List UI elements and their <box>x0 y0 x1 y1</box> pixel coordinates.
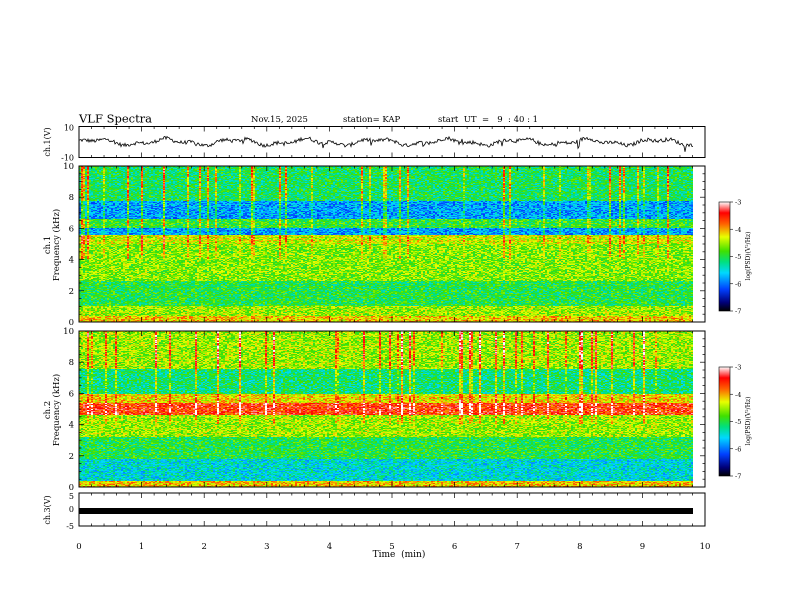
time-tick-label: 9 <box>640 542 645 552</box>
ch1-spectrogram-panel: 0 2 4 6 8 10 ch.1 Frequency (kHz) <box>43 162 706 328</box>
ch1-colorbar-tick-label: -7 <box>735 308 741 316</box>
ch1-spectrogram-image <box>79 166 693 322</box>
ch1-colorbar-tick-label: -3 <box>735 199 741 207</box>
ch2-colorbar-tick-label: -4 <box>735 391 741 399</box>
ch2-colorbar-tick-label: -7 <box>735 473 741 481</box>
ch2-spectrogram-ylabel: ch.2 <box>43 401 53 419</box>
figure-title: VLF Spectra <box>78 112 152 126</box>
ch1-ytick-label: 2 <box>69 287 74 297</box>
ch1-colorbar-tick-label: -4 <box>735 226 741 234</box>
time-tick-label: 10 <box>700 542 711 552</box>
ch2-colorbar-tick-label: -3 <box>735 364 741 372</box>
time-tick-label: 5 <box>389 542 394 552</box>
ch3-waveform-ylabel: ch.3(V) <box>43 495 52 524</box>
ch1-spectrogram-ylabel: ch.1 <box>43 236 53 254</box>
ch1-waveform-ylabel: ch.1(V) <box>43 127 52 156</box>
ch2-colorbar-tick-label: -5 <box>735 418 741 426</box>
ch1-ytick-label: 0 <box>69 318 74 328</box>
time-tick-label: 4 <box>327 542 332 552</box>
time-axis-label: Time (min) <box>373 549 426 560</box>
time-tick-label: 7 <box>514 542 519 552</box>
ch1-waveform-panel: 10 -10 ch.1(V) <box>43 124 706 163</box>
ch3-ytick-minus5: -5 <box>66 522 74 531</box>
station-label: station= KAP <box>343 115 401 125</box>
time-tick-label: 8 <box>577 542 582 552</box>
ch2-ytick-label: 4 <box>69 421 74 431</box>
date-label: Nov.15, 2025 <box>251 115 308 125</box>
ch2-spectrogram-panel: 0 2 4 6 8 10 ch.2 Frequency (kHz) <box>43 327 706 493</box>
ch3-waveform-line <box>79 508 693 514</box>
time-tick-label: 2 <box>201 542 206 552</box>
ch1-ytick-label: 6 <box>69 224 74 234</box>
ch1-ytick-top: 10 <box>64 124 74 133</box>
time-tick-labels: 0 1 2 3 4 5 6 7 8 9 10 <box>76 542 710 552</box>
ch1-ytick-label: 4 <box>69 256 74 266</box>
time-tick-label: 6 <box>452 542 457 552</box>
ch2-ytick-label: 8 <box>69 358 74 368</box>
ch2-ytick-label: 0 <box>69 483 74 493</box>
ch3-ytick-5: 5 <box>69 492 74 501</box>
ch1-waveform-line <box>78 135 694 152</box>
ch2-frequency-axis-label: Frequency (kHz) <box>51 374 62 446</box>
time-tick-label: 0 <box>76 542 81 552</box>
ch1-colorbar-label: log(PSD)(V²/Hz) <box>745 232 752 281</box>
ch2-spectrogram-image <box>79 331 693 487</box>
ch1-frequency-axis-label: Frequency (kHz) <box>51 209 62 281</box>
ch2-colorbar-gradient <box>718 366 731 477</box>
ch2-ytick-label: 6 <box>69 389 74 399</box>
ch2-colorbar-label: log(PSD)(V²/Hz) <box>745 397 752 446</box>
ch1-colorbar-tick-label: -5 <box>735 253 741 261</box>
ch1-ytick-label: 10 <box>63 162 74 172</box>
ch1-colorbar: -3 -4 -5 -6 -7 log(PSD)(V²/Hz) <box>718 199 752 316</box>
ch3-ytick-0: 0 <box>69 505 74 514</box>
time-tick-label: 1 <box>139 542 144 552</box>
time-tick-label: 3 <box>264 542 269 552</box>
start-time-label: start UT = 9 : 40 : 1 <box>438 115 538 125</box>
ch1-ytick-label: 8 <box>69 193 74 203</box>
ch1-ytick-bottom: -10 <box>61 154 74 163</box>
ch2-colorbar: -3 -4 -5 -6 -7 log(PSD)(V²/Hz) <box>718 364 752 481</box>
ch1-colorbar-tick-label: -6 <box>735 280 741 288</box>
ch2-ytick-label: 2 <box>69 452 74 462</box>
ch1-colorbar-gradient <box>718 201 731 312</box>
ch3-waveform-panel: 5 0 -5 ch.3(V) <box>43 492 706 531</box>
ch2-colorbar-tick-label: -6 <box>735 445 741 453</box>
ch2-ytick-label: 10 <box>63 327 74 337</box>
time-ticks <box>78 126 706 526</box>
